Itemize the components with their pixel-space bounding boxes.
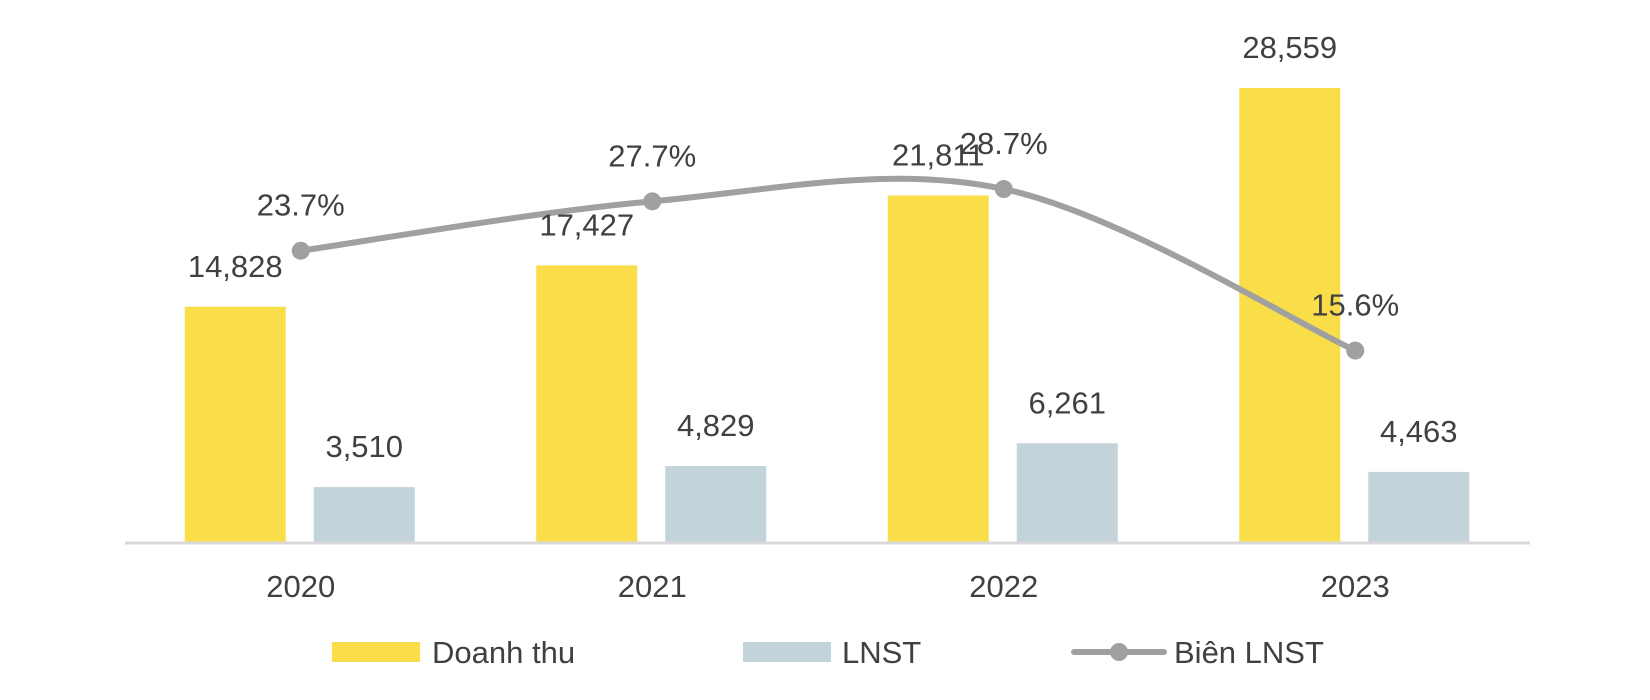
x-tick-2020: 2020	[266, 569, 335, 604]
data-label-bien-lnst-2020: 23.7%	[257, 188, 345, 223]
legend-swatch-lnst	[743, 642, 831, 662]
point-bien-lnst-2021	[643, 192, 662, 211]
data-labels-layer: 14,828 3,510 17,427 4,829 21,811 6,261 28,559 4…	[188, 30, 1458, 464]
legend-swatch-doanh-thu	[332, 642, 420, 662]
x-tick-2021: 2021	[618, 569, 687, 604]
data-label-lnst-2021: 4,829	[677, 408, 755, 443]
bar-lnst-2022	[1016, 443, 1118, 543]
legend-label-doanh-thu: Doanh thu	[432, 635, 575, 670]
legend-label-lnst: LNST	[842, 635, 921, 670]
x-tick-2022: 2022	[969, 569, 1038, 604]
data-label-doanh-thu-2022: 21,811	[892, 138, 985, 173]
data-label-doanh-thu-2023: 28,559	[1242, 30, 1337, 65]
data-label-lnst-2022: 6,261	[1028, 385, 1106, 420]
point-bien-lnst-2020	[291, 241, 310, 260]
bar-lnst-2023	[1368, 471, 1470, 543]
data-label-bien-lnst-2021: 27.7%	[608, 138, 696, 173]
x-tick-2023: 2023	[1321, 569, 1390, 604]
bar-doanh-thu-2021	[536, 265, 638, 543]
line-bien-lnst	[297, 175, 1359, 354]
bar-doanh-thu-2022	[887, 195, 989, 543]
bars-layer	[184, 88, 1470, 543]
point-bien-lnst-2022	[994, 180, 1013, 199]
data-label-doanh-thu-2020: 14,828	[188, 249, 283, 284]
margin-line-layer	[291, 175, 1365, 360]
data-label-bien-lnst-2023: 15.6%	[1311, 288, 1399, 323]
x-tick-labels: 2020 2021 2022 2023	[266, 569, 1389, 604]
data-label-lnst-2020: 3,510	[325, 429, 403, 464]
legend-label-bien-lnst: Biên LNST	[1174, 635, 1324, 670]
bar-doanh-thu-2020	[184, 306, 286, 543]
point-bien-lnst-2023	[1346, 341, 1365, 360]
data-label-bien-lnst-2022: 28.7%	[960, 126, 1048, 161]
bar-lnst-2020	[313, 487, 415, 543]
data-label-lnst-2023: 4,463	[1380, 414, 1458, 449]
bar-lnst-2021	[665, 466, 767, 543]
data-label-doanh-thu-2021: 17,427	[539, 207, 634, 242]
legend: Doanh thu LNST Biên LNST	[332, 635, 1324, 670]
legend-marker-bien-lnst	[1110, 643, 1128, 661]
